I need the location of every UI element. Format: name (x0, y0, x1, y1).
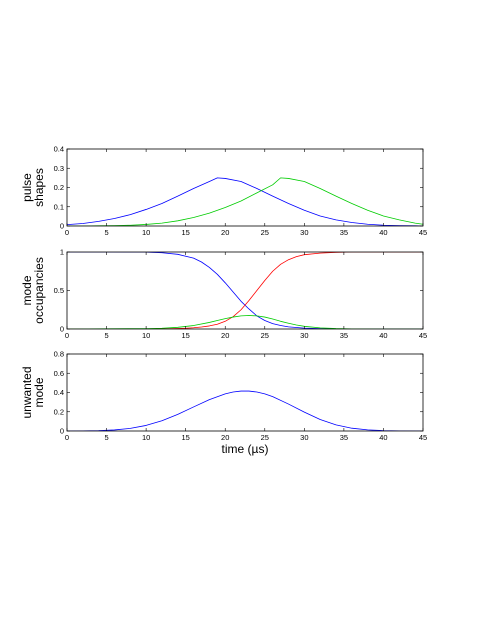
x-tick-label: 0 (65, 228, 69, 237)
axes-frame (66, 148, 424, 227)
y-axis-label: modeoccupancies (20, 257, 46, 324)
x-axis-label: time (µs) (222, 442, 269, 456)
y-tick-label: 0.4 (54, 388, 64, 397)
y-tick-label: 0 (60, 222, 64, 231)
y-tick-label: 0.8 (54, 350, 64, 359)
x-tick-label: 30 (300, 433, 308, 442)
y-tick-label: 0.2 (54, 407, 64, 416)
x-tick-label: 25 (261, 331, 269, 340)
x-tick-label: 25 (261, 228, 269, 237)
axes-frame (66, 251, 424, 330)
mode-occupancies-panel: 0 5 10 15 20 25 30 35 40 45 0 0.5 1 modeoccupancies (20, 248, 427, 340)
x-tick-label: 35 (340, 228, 348, 237)
y-tick-label: 0.5 (54, 286, 64, 295)
series-line-1 (67, 252, 423, 329)
x-tick-label: 30 (300, 228, 308, 237)
x-tick-label: 15 (181, 433, 189, 442)
x-tick-label: 35 (340, 433, 348, 442)
series-line-2 (67, 177, 423, 226)
axes-frame (66, 353, 424, 432)
y-axis-label: unwantedmode (20, 366, 46, 418)
x-tick-label: 45 (419, 331, 427, 340)
x-tick-label: 15 (181, 228, 189, 237)
y-tick-label: 0.3 (54, 164, 64, 173)
x-tick-label: 25 (261, 433, 269, 442)
series-line-1 (67, 177, 423, 226)
x-tick-label: 5 (104, 433, 108, 442)
x-tick-label: 45 (419, 433, 427, 442)
x-tick-label: 5 (104, 331, 108, 340)
x-tick-label: 35 (340, 331, 348, 340)
y-tick-label: 0 (60, 427, 64, 436)
series-line-1 (67, 390, 423, 431)
x-tick-label: 0 (65, 433, 69, 442)
x-tick-label: 5 (104, 228, 108, 237)
unwanted-mode-panel: 0 5 10 15 20 25 30 35 40 45 0 0.2 0.4 0.6 0.8 unwantedm… (20, 350, 427, 456)
x-tick-label: 10 (142, 331, 150, 340)
x-tick-label: 10 (142, 433, 150, 442)
series-line-2 (67, 252, 423, 329)
x-tick-label: 40 (379, 433, 387, 442)
pulse-shapes-panel: 0 5 10 15 20 25 30 35 40 45 0 0.1 0.2 0.3 0.4 pulseshap… (20, 145, 427, 237)
y-tick-label: 0 (60, 325, 64, 334)
x-tick-label: 30 (300, 331, 308, 340)
x-tick-label: 0 (65, 331, 69, 340)
y-tick-label: 0.1 (54, 202, 64, 211)
y-axis-label: pulseshapes (20, 168, 46, 207)
series-line-3 (67, 315, 423, 329)
y-tick-label: 0.2 (54, 183, 64, 192)
x-tick-label: 45 (419, 228, 427, 237)
y-tick-label: 1 (60, 248, 64, 257)
x-tick-label: 40 (379, 331, 387, 340)
y-tick-label: 0.4 (54, 145, 64, 154)
x-tick-label: 15 (181, 331, 189, 340)
x-tick-label: 20 (221, 433, 229, 442)
x-tick-label: 20 (221, 228, 229, 237)
x-tick-label: 20 (221, 331, 229, 340)
x-tick-label: 40 (379, 228, 387, 237)
x-tick-label: 10 (142, 228, 150, 237)
y-tick-label: 0.6 (54, 369, 64, 378)
